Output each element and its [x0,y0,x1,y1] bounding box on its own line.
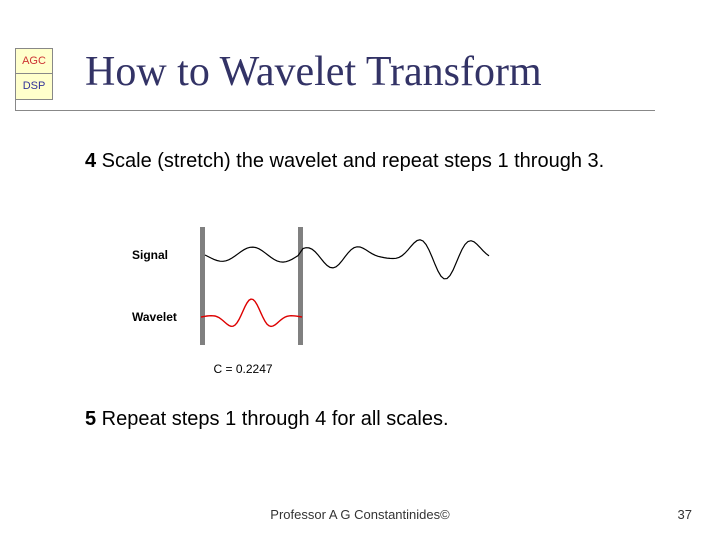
badge-agc: AGC [15,48,53,74]
step-4-text: 4 Scale (stretch) the wavelet and repeat… [85,148,665,175]
wavelet-diagram: Signal Wavelet C = 0.2247 [130,225,510,385]
badge-dsp: DSP [15,74,53,100]
step-4-body: Scale (stretch) the wavelet and repeat s… [96,150,604,172]
footer-page-number: 37 [678,507,692,522]
badge-stack: AGC DSP [15,48,55,100]
footer-author: Professor A G Constantinides© [0,507,720,522]
step-5-body: Repeat steps 1 through 4 for all scales. [96,408,448,430]
svg-text:C = 0.2247: C = 0.2247 [214,362,273,376]
diagram-svg: Signal Wavelet C = 0.2247 [130,225,510,385]
header: AGC DSP How to Wavelet Transform [15,48,705,118]
step-5-text: 5 Repeat steps 1 through 4 for all scale… [85,408,665,431]
page-title: How to Wavelet Transform [85,48,542,96]
title-rule-horizontal [15,110,655,111]
svg-text:Signal: Signal [132,248,168,262]
step-4-number: 4 [85,150,96,172]
svg-text:Wavelet: Wavelet [132,310,177,324]
step-5-number: 5 [85,408,96,430]
